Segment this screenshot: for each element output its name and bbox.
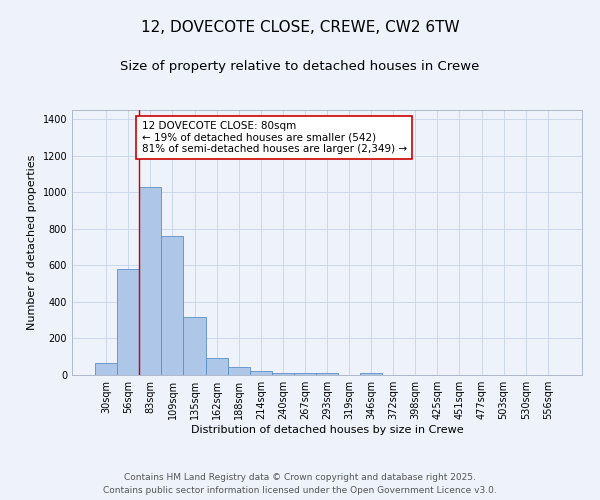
- Bar: [139, 187, 161, 375]
- Bar: [161, 236, 184, 375]
- Bar: [316, 373, 338, 375]
- Bar: [360, 373, 382, 375]
- Bar: [250, 371, 272, 375]
- Bar: [184, 318, 206, 375]
- Y-axis label: Number of detached properties: Number of detached properties: [27, 155, 37, 330]
- Bar: [272, 373, 294, 375]
- Text: Contains HM Land Registry data © Crown copyright and database right 2025.
Contai: Contains HM Land Registry data © Crown c…: [103, 474, 497, 495]
- Bar: [206, 358, 227, 375]
- Bar: [227, 367, 250, 375]
- Text: 12 DOVECOTE CLOSE: 80sqm
← 19% of detached houses are smaller (542)
81% of semi-: 12 DOVECOTE CLOSE: 80sqm ← 19% of detach…: [142, 121, 407, 154]
- Bar: [95, 363, 117, 375]
- Text: 12, DOVECOTE CLOSE, CREWE, CW2 6TW: 12, DOVECOTE CLOSE, CREWE, CW2 6TW: [140, 20, 460, 35]
- Bar: [117, 269, 139, 375]
- Text: Size of property relative to detached houses in Crewe: Size of property relative to detached ho…: [121, 60, 479, 73]
- X-axis label: Distribution of detached houses by size in Crewe: Distribution of detached houses by size …: [191, 425, 463, 435]
- Bar: [294, 373, 316, 375]
